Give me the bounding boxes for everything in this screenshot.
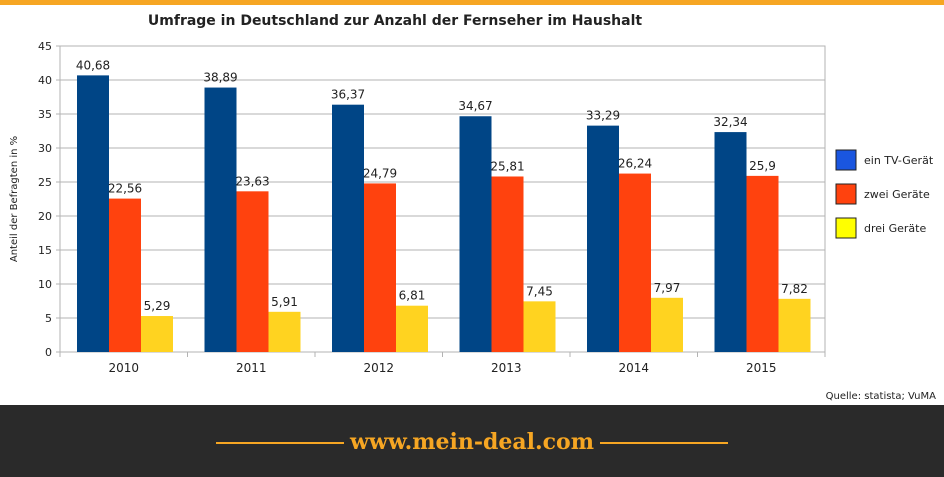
bar	[491, 176, 524, 352]
data-label: 23,63	[235, 174, 269, 188]
y-tick-label: 30	[38, 142, 52, 155]
data-label: 22,56	[108, 182, 142, 196]
bar	[77, 75, 109, 352]
data-label: 25,9	[749, 159, 776, 173]
x-tick-label: 2013	[491, 361, 522, 375]
data-label: 25,81	[490, 159, 524, 173]
y-tick-label: 5	[45, 312, 52, 325]
data-label: 32,34	[713, 115, 747, 129]
bars	[77, 75, 811, 353]
bar	[236, 191, 269, 352]
y-axis-label: Anteil der Befragten in %	[9, 136, 20, 262]
data-label: 6,81	[399, 289, 426, 303]
chart-title: Umfrage in Deutschland zur Anzahl der Fe…	[148, 13, 643, 29]
legend: ein TV-Gerät zwei Geräte drei Geräte	[835, 149, 934, 239]
bar	[523, 301, 556, 352]
bar	[587, 125, 619, 353]
data-label: 7,82	[781, 282, 808, 296]
bar	[204, 87, 237, 352]
y-tick-label: 40	[38, 74, 52, 87]
bar	[332, 104, 364, 353]
bar	[778, 298, 811, 352]
data-labels: 40,68 22,56 5,29 38,89 23,63 5,91 36,37 24,79 6,…	[76, 58, 808, 313]
bar	[141, 316, 173, 352]
legend-swatch	[835, 217, 857, 239]
y-tick-label: 0	[45, 346, 52, 359]
legend-swatch	[835, 183, 857, 205]
x-tick-label: 2014	[618, 361, 649, 375]
plot-frame	[59, 45, 826, 353]
bar	[619, 173, 651, 352]
y-tick-label: 15	[38, 244, 52, 257]
bar	[364, 183, 396, 352]
bar-chart: Umfrage in Deutschland zur Anzahl der Fe…	[9, 13, 937, 402]
source-note: Quelle: statista; VuMA	[826, 391, 937, 402]
data-label: 33,29	[586, 109, 620, 123]
data-label: 38,89	[203, 71, 237, 85]
x-tick-label: 2015	[746, 361, 777, 375]
data-label: 5,29	[144, 299, 171, 313]
data-label: 7,97	[654, 281, 681, 295]
website-link[interactable]: www.mein-deal.com	[343, 429, 601, 455]
grid-lines	[59, 45, 826, 353]
bar	[459, 116, 492, 352]
legend-label: zwei Geräte	[864, 188, 930, 201]
legend-label: ein TV-Gerät	[864, 154, 934, 167]
data-label: 40,68	[76, 58, 110, 72]
bar	[109, 198, 141, 352]
legend-label: drei Geräte	[864, 222, 926, 235]
bar	[396, 305, 428, 352]
y-tick-label: 10	[38, 278, 52, 291]
y-tick-label: 35	[38, 108, 52, 121]
x-tick-label: 2012	[363, 361, 394, 375]
x-tick-label: 2011	[236, 361, 267, 375]
data-label: 34,67	[458, 99, 492, 113]
bar	[651, 297, 683, 352]
bar	[268, 311, 301, 352]
top-accent-stripe	[0, 0, 944, 5]
y-tick-label: 25	[38, 176, 52, 189]
data-label: 26,24	[618, 157, 652, 171]
bar	[714, 132, 747, 352]
data-label: 7,45	[526, 284, 553, 298]
data-label: 24,79	[363, 166, 397, 180]
x-tick-label: 2010	[108, 361, 139, 375]
axes: 0 5 10 15 20 25 30 35 40 45 2010 2011 2012 2013 2014 20…	[38, 40, 826, 375]
footer-banner: www.mein-deal.com	[0, 405, 944, 477]
legend-swatch	[835, 149, 857, 171]
data-label: 36,37	[331, 88, 365, 102]
bar	[746, 175, 779, 352]
y-tick-label: 20	[38, 210, 52, 223]
y-tick-label: 45	[38, 40, 52, 53]
data-label: 5,91	[271, 295, 298, 309]
